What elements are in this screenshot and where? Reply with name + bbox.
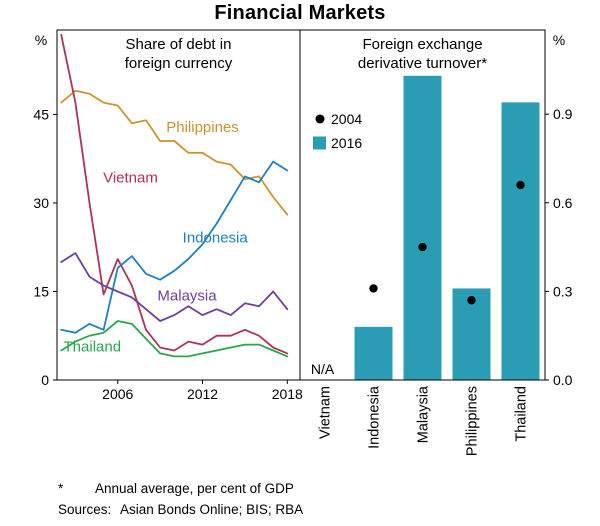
dot-2004-thailand: [516, 180, 525, 190]
y-tick-label-right: 0.9: [553, 106, 573, 122]
sources-line: Sources: Asian Bonds Online; BIS; RBA: [58, 502, 303, 517]
left-axis-unit: %: [35, 32, 47, 48]
dot-2004-malaysia: [418, 242, 427, 252]
y-tick-label-right: 0.0: [553, 372, 573, 388]
category-label-thailand: Thailand: [514, 386, 530, 442]
y-tick-label-left: 15: [33, 283, 49, 299]
legend-dot-2004: [315, 114, 325, 124]
line-philippines: [60, 89, 289, 216]
series-label-vietnam: Vietnam: [103, 169, 158, 186]
footnote-text: Annual average, per cent of GDP: [95, 481, 294, 496]
na-label: N/A: [311, 361, 335, 377]
right-panel-title: derivative turnover*: [358, 55, 487, 72]
right-panel-title: Foreign exchange: [362, 36, 482, 53]
series-label-philippines: Philippines: [166, 119, 239, 136]
series-label-malaysia: Malaysia: [157, 287, 217, 304]
bar-2016-indonesia: [354, 326, 393, 380]
series-label-thailand: Thailand: [64, 339, 122, 356]
y-tick-label-right: 0.3: [553, 283, 573, 299]
legend-swatch-2016: [313, 136, 326, 150]
category-label-indonesia: Indonesia: [367, 385, 383, 449]
x-tick-label: 2018: [272, 386, 303, 402]
dot-2004-indonesia: [369, 284, 378, 293]
footnote-marker: *: [58, 481, 64, 496]
line-thailand: [60, 320, 289, 358]
line-vietnam: [60, 33, 289, 355]
dot-2004-philippines: [467, 296, 476, 305]
series-label-indonesia: Indonesia: [183, 230, 249, 247]
category-label-philippines: Philippines: [465, 386, 481, 456]
category-label-vietnam: Vietnam: [318, 386, 334, 439]
legend-label-2004: 2004: [331, 111, 362, 127]
sources-text: Asian Bonds Online; BIS; RBA: [120, 502, 304, 517]
left-panel-title: foreign currency: [125, 55, 233, 72]
x-tick-label: 2006: [102, 386, 133, 402]
plot-border: [56, 29, 546, 381]
sources-label: Sources:: [58, 502, 112, 517]
bar-2016-malaysia: [403, 75, 442, 381]
left-panel-title: Share of debt in: [126, 36, 232, 53]
bar-2016-thailand: [501, 102, 540, 381]
y-tick-label-left: 45: [33, 106, 49, 122]
x-tick-label: 2012: [187, 386, 218, 402]
chart-title: Financial Markets: [214, 2, 386, 24]
line-indonesia: [60, 160, 289, 334]
y-tick-label-left: 0: [41, 372, 49, 388]
line-malaysia: [60, 252, 289, 322]
footnote-line: * Annual average, per cent of GDP: [58, 481, 294, 496]
category-label-malaysia: Malaysia: [416, 385, 432, 443]
right-axis-unit: %: [553, 32, 565, 48]
y-tick-label-right: 0.6: [553, 195, 573, 211]
legend-label-2016: 2016: [331, 135, 362, 151]
y-tick-label-left: 30: [33, 195, 49, 211]
